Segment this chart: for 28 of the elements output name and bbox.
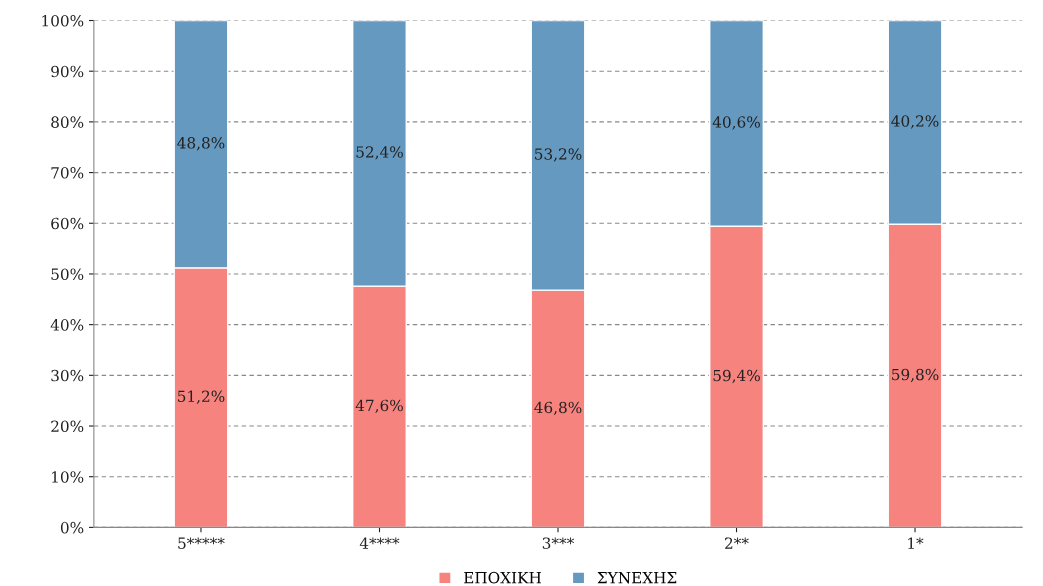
y-tick-label: 40% [50,319,84,331]
data-label: 40,2% [891,115,939,129]
x-tick-label: 4**** [359,537,400,549]
x-tick-label: 1* [908,537,924,549]
x-tick-label: 5***** [178,537,225,549]
y-tick-label: 30% [51,369,84,382]
data-label: 53,2% [535,148,582,162]
y-tick-label: 80% [51,116,84,128]
legend-label: ΕΠΟΧΙΚΗ [464,571,542,584]
data-label: 47,6% [355,399,403,414]
x-tick-label: 2** [725,537,749,549]
data-label: 40,6% [712,116,760,130]
y-tick-label: 60% [51,217,84,230]
x-tick-label: 3*** [542,537,575,549]
data-label: 59,4% [713,369,760,384]
y-tick-label: 70% [51,167,84,179]
data-label: 52,4% [356,146,403,160]
legend-label: ΣΥΝΕΧΗΣ [597,572,677,584]
data-label: 51,2% [178,390,225,404]
y-tick-label: 100% [42,14,84,27]
y-tick-label: 10% [52,471,84,483]
y-tick-label: 50% [51,268,84,280]
data-label: 48,8% [177,137,225,151]
y-tick-label: 0% [60,521,84,534]
data-label: 46,8% [534,401,582,416]
y-tick-label: 90% [51,65,84,78]
y-tick-label: 20% [51,420,84,433]
data-label: 59,8% [892,368,939,383]
